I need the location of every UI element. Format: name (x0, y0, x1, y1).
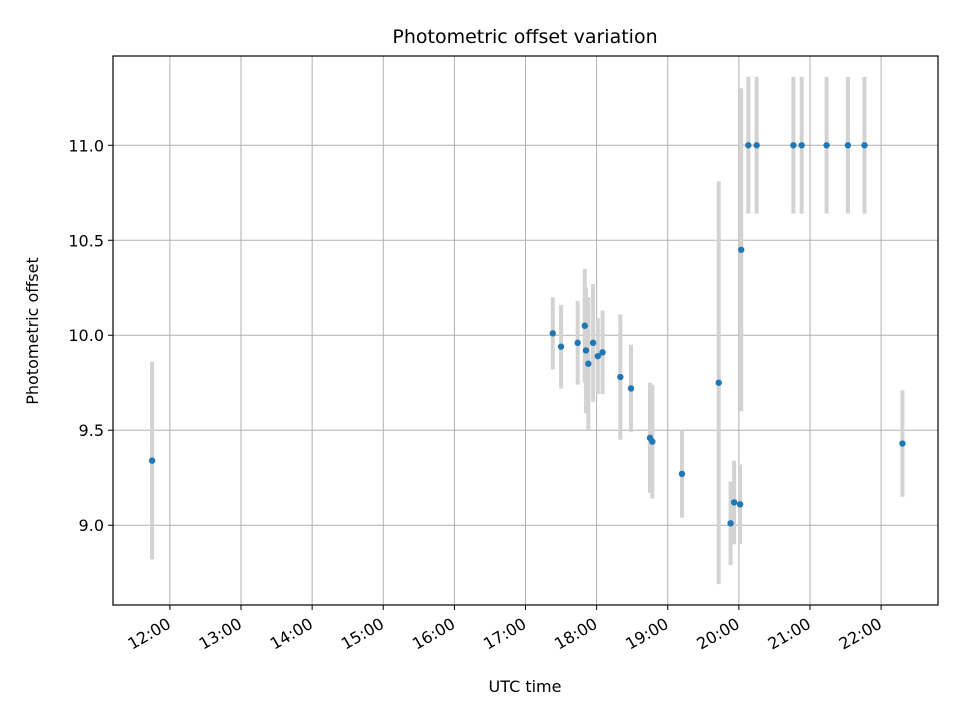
data-point (581, 322, 588, 329)
data-point (798, 142, 805, 149)
data-point (861, 142, 868, 149)
x-axis-title: UTC time (489, 677, 562, 696)
y-tick-label: 9.0 (79, 516, 104, 535)
data-point (574, 339, 581, 347)
data-point (844, 142, 852, 149)
x-tick-label: 19:00 (622, 614, 671, 654)
data-point (582, 347, 590, 354)
data-point (557, 343, 565, 350)
x-tick-label: 17:00 (480, 614, 529, 654)
y-tick-label: 10.5 (68, 231, 104, 250)
data-point (715, 379, 722, 386)
error-bars (150, 76, 905, 585)
data-points (148, 142, 906, 527)
x-tick-label: 22:00 (836, 614, 885, 654)
data-point (790, 142, 797, 149)
y-tick-label: 9.5 (79, 421, 104, 440)
data-point (599, 349, 606, 356)
data-point (730, 499, 738, 506)
data-point (753, 142, 760, 149)
data-point (585, 360, 592, 367)
data-point (589, 339, 597, 347)
data-point (678, 470, 686, 478)
data-point (148, 457, 156, 464)
x-tick-label: 21:00 (765, 614, 814, 654)
data-point (649, 438, 656, 445)
grid (113, 56, 938, 605)
x-tick-label: 15:00 (338, 614, 387, 654)
data-point (617, 373, 624, 381)
y-tick-label: 11.0 (68, 136, 104, 155)
y-axis-title: Photometric offset (23, 257, 42, 405)
data-point (745, 142, 752, 149)
data-point (899, 440, 906, 447)
data-point (594, 352, 602, 360)
y-axis: 9.0 9.5 10.0 10.5 11.0 (68, 136, 113, 535)
data-point (627, 385, 635, 392)
x-tick-label: 12:00 (124, 614, 173, 654)
chart-title: Photometric offset variation (392, 26, 657, 48)
data-point (727, 520, 734, 527)
y-tick-label: 10.0 (68, 326, 104, 345)
x-tick-label: 14:00 (267, 614, 316, 654)
data-point (738, 246, 745, 253)
x-tick-label: 16:00 (409, 614, 458, 654)
data-point (549, 330, 556, 337)
x-tick-label: 18:00 (551, 614, 600, 654)
data-point (823, 142, 830, 149)
x-tick-label: 20:00 (693, 614, 742, 654)
data-point (736, 501, 744, 508)
x-tick-label: 13:00 (196, 614, 245, 654)
x-axis: 12:00 13:00 14:00 15:00 16:00 17:00 18:00 19:00… (124, 605, 885, 654)
